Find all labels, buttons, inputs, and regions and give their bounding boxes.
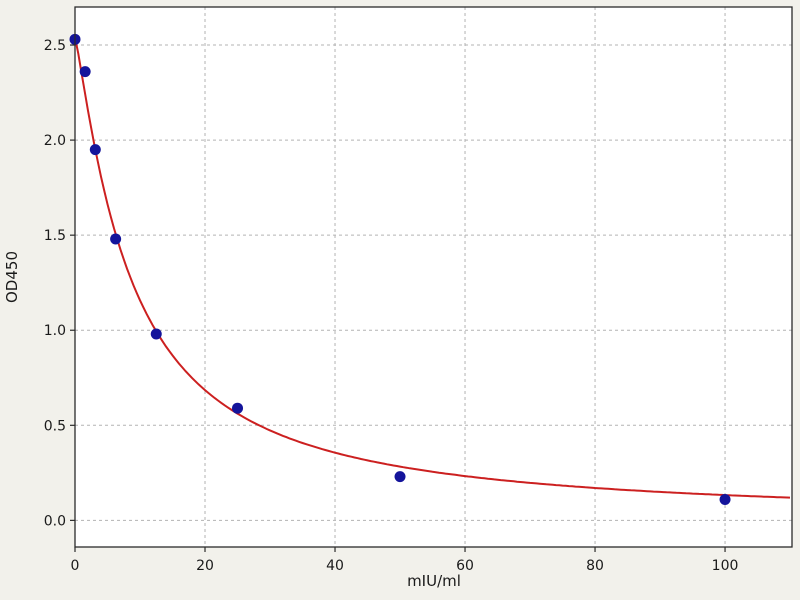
data-point <box>719 493 731 505</box>
y-tick-label: 1.5 <box>44 228 66 244</box>
data-point <box>150 328 162 340</box>
fit-curve <box>74 37 791 499</box>
x-tick-label: 0 <box>71 558 80 574</box>
x-axis-label: mIU/ml <box>407 572 461 590</box>
x-tick-label: 40 <box>326 558 344 574</box>
y-axis-label: OD450 <box>3 251 21 303</box>
y-tick-label: 1.0 <box>44 323 66 339</box>
plot-area <box>75 7 792 547</box>
x-tick-label: 20 <box>196 558 214 574</box>
data-point <box>394 471 406 483</box>
plot-border <box>74 6 793 548</box>
y-tick-label: 0.5 <box>44 418 66 434</box>
x-tick-label: 60 <box>456 558 474 574</box>
x-tick-label: 100 <box>712 558 739 574</box>
data-point <box>89 144 101 156</box>
y-tick-label: 2.5 <box>44 38 66 54</box>
data-point <box>110 233 122 245</box>
y-tick-label: 0.0 <box>44 513 66 529</box>
x-tick-label: 80 <box>586 558 604 574</box>
data-point <box>232 402 244 414</box>
data-point <box>79 66 91 78</box>
y-tick-label: 2.0 <box>44 133 66 149</box>
